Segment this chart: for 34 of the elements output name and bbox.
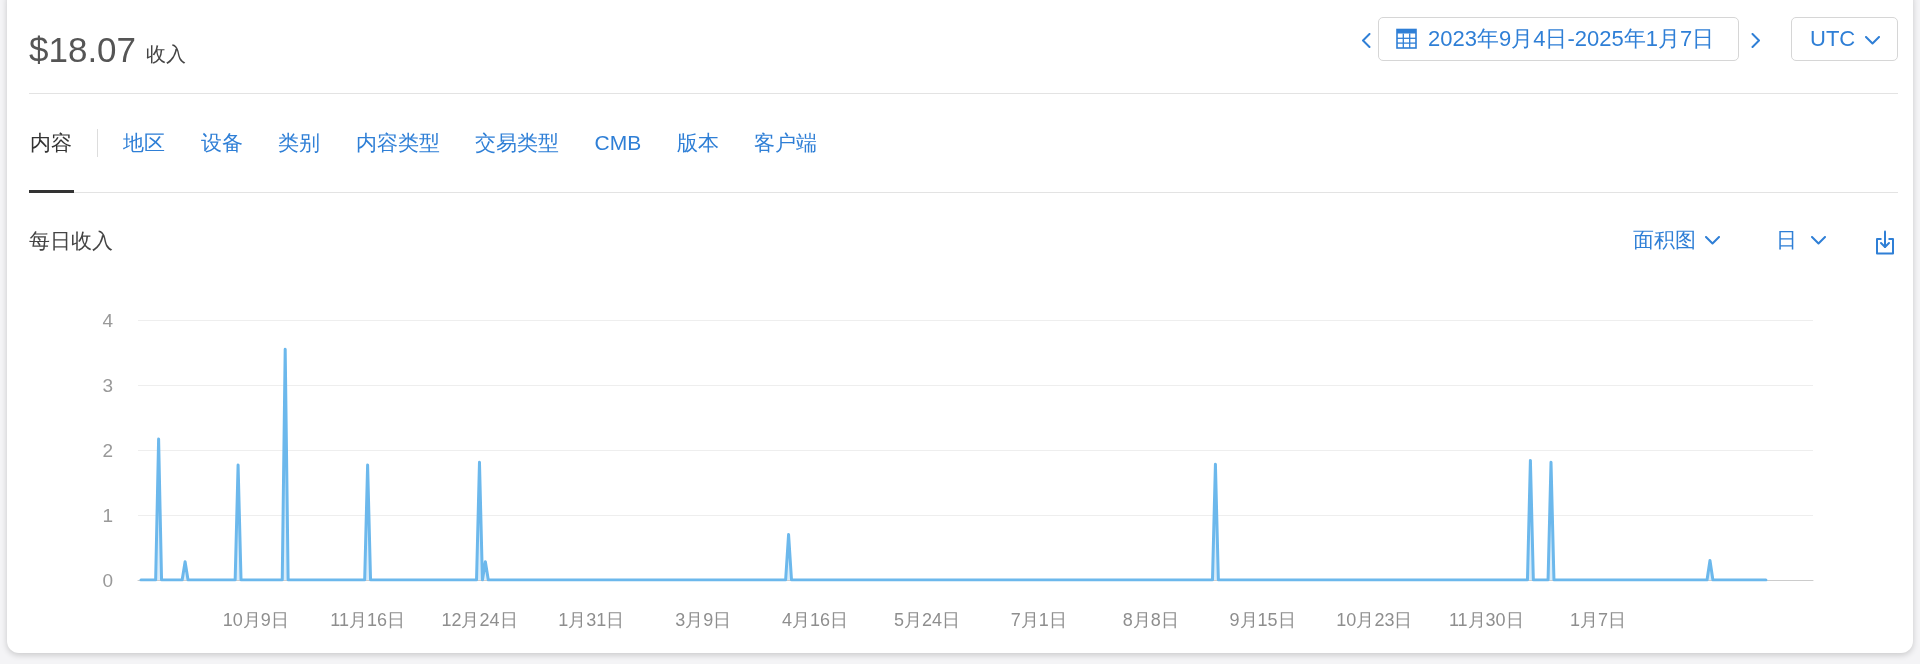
x-tick-label: 11月16日	[330, 610, 405, 630]
y-tick-label: 1	[102, 504, 113, 526]
text: 设备	[200, 131, 243, 154]
text: 内容类型	[355, 131, 440, 154]
y-tick-label: 3	[102, 374, 113, 396]
x-tick-label: 10月23日	[1336, 610, 1413, 630]
x-tick-label: 5月24日	[893, 610, 960, 630]
x-tick-label: 3月9日	[675, 610, 732, 630]
text: CMB	[594, 131, 642, 154]
y-tick-label: 0	[102, 569, 113, 591]
text: 收入	[146, 42, 186, 66]
text: 地区	[123, 131, 165, 154]
text: UTC	[1810, 26, 1856, 53]
x-tick-label: 8月8日	[1122, 610, 1179, 630]
text: 2023年9月4日-2025年1月7日	[1428, 26, 1715, 53]
x-tick-label: 9月15日	[1229, 610, 1296, 630]
text: $18.07	[29, 29, 137, 71]
x-tick-label: 10月9日	[222, 610, 289, 630]
text: 客户端	[754, 131, 818, 154]
x-tick-label: 1月31日	[558, 610, 625, 630]
text: 内容	[30, 130, 72, 156]
x-tick-label: 11月30日	[1448, 610, 1524, 630]
y-tick-label: 2	[102, 439, 113, 461]
x-tick-label: 12月24日	[441, 610, 518, 630]
text: 交易类型	[475, 131, 559, 154]
x-tick-label: 7月1日	[1010, 610, 1067, 630]
text: 面积图	[1633, 227, 1696, 253]
x-tick-label: 1月7日	[1570, 610, 1627, 630]
text: 类别	[278, 131, 320, 154]
y-tick-label: 4	[102, 309, 114, 331]
chart-title: 每日收入	[29, 228, 113, 254]
text: 版本	[676, 131, 719, 154]
text: 日	[1776, 227, 1797, 253]
x-tick-label: 4月16日	[782, 610, 849, 630]
